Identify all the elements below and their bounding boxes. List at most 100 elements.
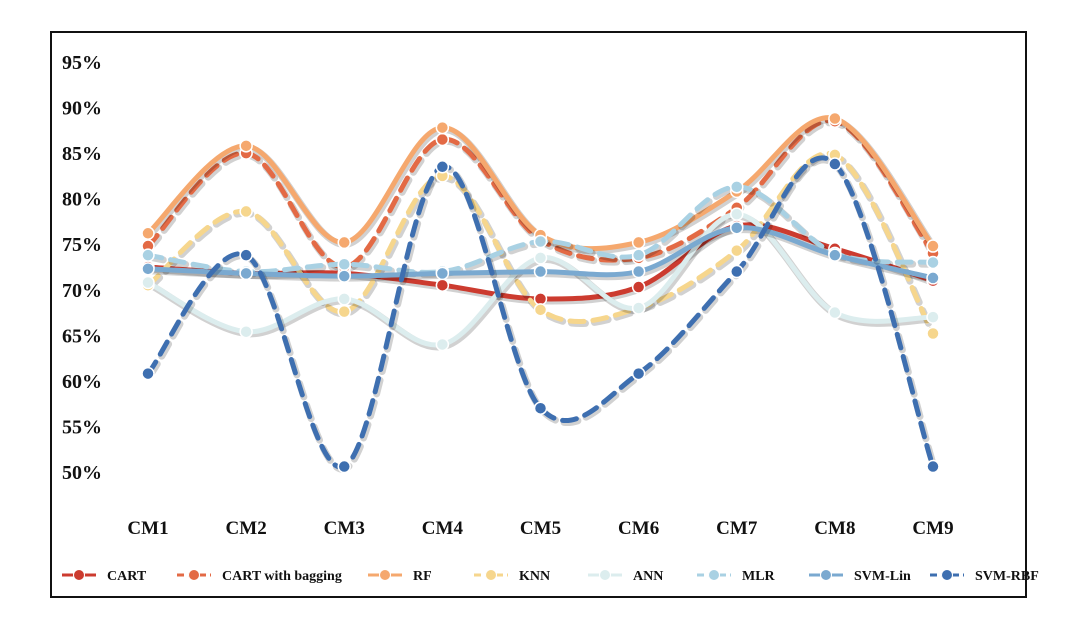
data-point-svm-lin — [435, 266, 450, 281]
data-point-knn — [239, 204, 253, 219]
y-tick-label: 75% — [62, 234, 102, 256]
legend-item-knn: KNN — [474, 569, 550, 584]
data-point-svm-rbf — [730, 264, 744, 279]
data-point-knn — [337, 304, 351, 319]
x-tick-label: CM5 — [520, 518, 561, 539]
y-axis-ticks: 50% 55% 60% 65% 70% 75% 80% 85% 90% 95% — [62, 52, 102, 484]
data-point-svm-lin — [533, 264, 548, 279]
legend-item-svm-lin: SVM-Lin — [809, 569, 911, 584]
data-point-svm-rbf — [533, 401, 548, 415]
legend-label: ANN — [633, 569, 663, 584]
legend-item-ann: ANN — [588, 569, 663, 584]
legend-item-mlr: MLR — [697, 569, 776, 584]
legend-item-svm-rbf: SVM-RBF — [930, 569, 1039, 584]
y-tick-label: 55% — [62, 416, 102, 438]
y-tick-label: 80% — [62, 189, 102, 211]
data-point-svm-lin — [631, 264, 646, 279]
data-point-svm-rbf — [926, 459, 940, 474]
y-tick-label: 65% — [62, 325, 102, 347]
legend-swatch-marker — [485, 569, 497, 581]
legend-label: SVM-Lin — [854, 569, 911, 584]
x-tick-label: CM3 — [324, 518, 365, 539]
data-point-svm-rbf — [337, 459, 351, 474]
x-tick-label: CM2 — [226, 518, 267, 539]
legend-label: SVM-RBF — [975, 569, 1039, 584]
x-tick-label: CM8 — [814, 518, 855, 539]
data-point-svm-lin — [337, 269, 351, 283]
x-tick-label: CM9 — [912, 518, 953, 539]
legend-swatch-marker — [188, 569, 200, 581]
data-point-ann — [239, 324, 253, 339]
y-tick-label: 90% — [62, 98, 102, 120]
data-point-cart — [435, 278, 450, 292]
series-line-knn — [145, 150, 936, 336]
legend-label: RF — [413, 569, 432, 584]
series-line-mlr — [145, 184, 936, 275]
data-point-mlr — [337, 257, 351, 272]
data-point-svm-lin — [730, 221, 744, 235]
legend-swatch-marker — [379, 569, 391, 581]
data-point-rf — [435, 120, 450, 135]
data-point-mlr — [631, 248, 646, 262]
data-point-svm-rbf — [239, 248, 253, 262]
x-tick-label: CM7 — [716, 518, 758, 539]
data-point-cart — [631, 280, 646, 294]
legend-item-cart: CART — [62, 569, 147, 584]
data-point-knn — [926, 326, 940, 341]
legend-label: MLR — [742, 569, 776, 584]
series-line-cart-with-bagging — [145, 118, 936, 270]
y-tick-label: 85% — [62, 143, 102, 165]
data-point-svm-lin — [828, 248, 842, 262]
x-tick-label: CM1 — [127, 518, 168, 539]
data-point-knn — [533, 303, 548, 317]
data-point-ann — [631, 301, 646, 315]
legend: CART CART with bagging RF KNN ANN MLR SVM-Lin S… — [62, 569, 1039, 584]
x-tick-label: CM4 — [422, 518, 464, 539]
data-point-knn — [730, 243, 744, 258]
data-point-svm-lin — [141, 262, 155, 276]
series-line-svm-rbf — [145, 155, 936, 470]
data-point-ann — [926, 310, 940, 324]
legend-item-rf: RF — [368, 569, 432, 584]
data-point-mlr — [533, 234, 548, 249]
data-point-cart-with-bagging — [435, 132, 450, 147]
legend-swatch-marker — [708, 569, 720, 581]
y-tick-label: 95% — [62, 52, 102, 74]
legend-label: CART — [107, 569, 147, 584]
data-point-rf — [141, 226, 155, 241]
data-point-ann — [435, 337, 450, 352]
data-point-rf — [239, 139, 253, 153]
data-point-svm-rbf — [631, 366, 646, 381]
data-point-ann — [533, 251, 548, 265]
legend-label: CART with bagging — [222, 569, 342, 584]
data-point-svm-lin — [926, 271, 940, 285]
data-point-mlr — [141, 248, 155, 262]
y-tick-label: 60% — [62, 371, 102, 393]
data-point-rf — [631, 235, 646, 250]
data-point-rf — [337, 235, 351, 250]
x-axis-categories: CM1 CM2 CM3 CM4 CM5 CM6 CM7 CM8 CM9 — [127, 518, 953, 539]
y-tick-label: 50% — [62, 462, 102, 484]
series-line-rf — [145, 115, 936, 252]
data-point-rf — [926, 239, 940, 253]
data-point-ann — [730, 207, 744, 221]
data-point-ann — [828, 305, 842, 320]
legend-swatch-marker — [820, 569, 832, 581]
data-point-ann — [337, 292, 351, 306]
data-point-svm-lin — [239, 266, 253, 281]
x-tick-label: CM6 — [618, 518, 659, 539]
legend-swatch-marker — [599, 569, 611, 581]
data-point-mlr — [926, 255, 940, 270]
y-tick-label: 70% — [62, 280, 102, 302]
series-points — [141, 111, 940, 474]
data-point-svm-rbf — [828, 157, 842, 171]
legend-label: KNN — [519, 569, 550, 584]
data-point-mlr — [730, 180, 744, 194]
data-point-rf — [828, 111, 842, 126]
legend-swatch-marker — [73, 569, 85, 581]
legend-swatch-marker — [941, 569, 953, 581]
data-point-svm-rbf — [435, 160, 450, 174]
data-point-svm-rbf — [141, 366, 155, 381]
data-point-ann — [141, 275, 155, 290]
